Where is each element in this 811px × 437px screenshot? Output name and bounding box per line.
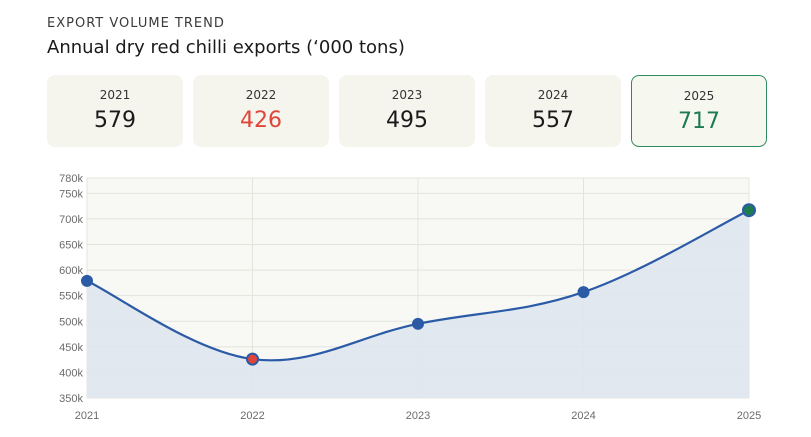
chart-title: Annual dry red chilli exports (‘000 tons… (47, 37, 405, 58)
y-tick-label: 550k (59, 291, 83, 303)
data-point-2024[interactable] (577, 286, 590, 299)
year-card-label: 2025 (683, 89, 715, 103)
y-tick-label: 700k (59, 214, 83, 226)
y-tick-label: 350k (59, 393, 83, 405)
y-tick-label: 500k (59, 316, 83, 328)
year-card-label: 2022 (245, 88, 277, 102)
x-tick-label: 2021 (75, 410, 99, 422)
y-tick-label: 750k (59, 188, 83, 200)
y-tick-label: 780k (59, 173, 83, 185)
series-area (87, 210, 749, 398)
x-axis-ticks: 2021 2022 2023 2024 2025 (75, 410, 761, 422)
y-tick-label: 450k (59, 342, 83, 354)
year-card-2025[interactable]: 2025 717 (631, 75, 767, 147)
data-point-2025[interactable] (742, 203, 756, 218)
x-tick-label: 2022 (240, 410, 264, 422)
data-point-2021[interactable] (81, 274, 93, 287)
x-tick-label: 2025 (737, 410, 761, 422)
year-card-value: 426 (240, 108, 282, 133)
chart-eyebrow: EXPORT VOLUME TREND (47, 16, 225, 31)
year-card-2022: 2022 426 (193, 75, 329, 147)
year-card-value: 717 (678, 109, 720, 134)
year-card-label: 2021 (99, 88, 131, 102)
y-axis-ticks: 350k 400k 450k 500k 550k 600k 650k 700k 750k 780k (59, 173, 83, 405)
year-card-label: 2023 (391, 88, 423, 102)
year-card-value: 579 (94, 108, 136, 133)
y-tick-label: 600k (59, 265, 83, 277)
year-card-label: 2024 (537, 88, 569, 102)
year-card-value: 557 (532, 108, 574, 133)
year-card-value: 495 (386, 108, 428, 133)
y-tick-label: 650k (59, 240, 83, 252)
x-tick-label: 2024 (571, 410, 595, 422)
data-point-2023[interactable] (412, 317, 424, 330)
y-tick-label: 400k (59, 367, 83, 379)
year-card-2021: 2021 579 (47, 75, 183, 147)
x-tick-label: 2023 (406, 410, 430, 422)
year-card-2024: 2024 557 (485, 75, 621, 147)
data-point-2022[interactable] (246, 352, 259, 366)
year-card-2023: 2023 495 (339, 75, 475, 147)
data-points (81, 203, 756, 366)
